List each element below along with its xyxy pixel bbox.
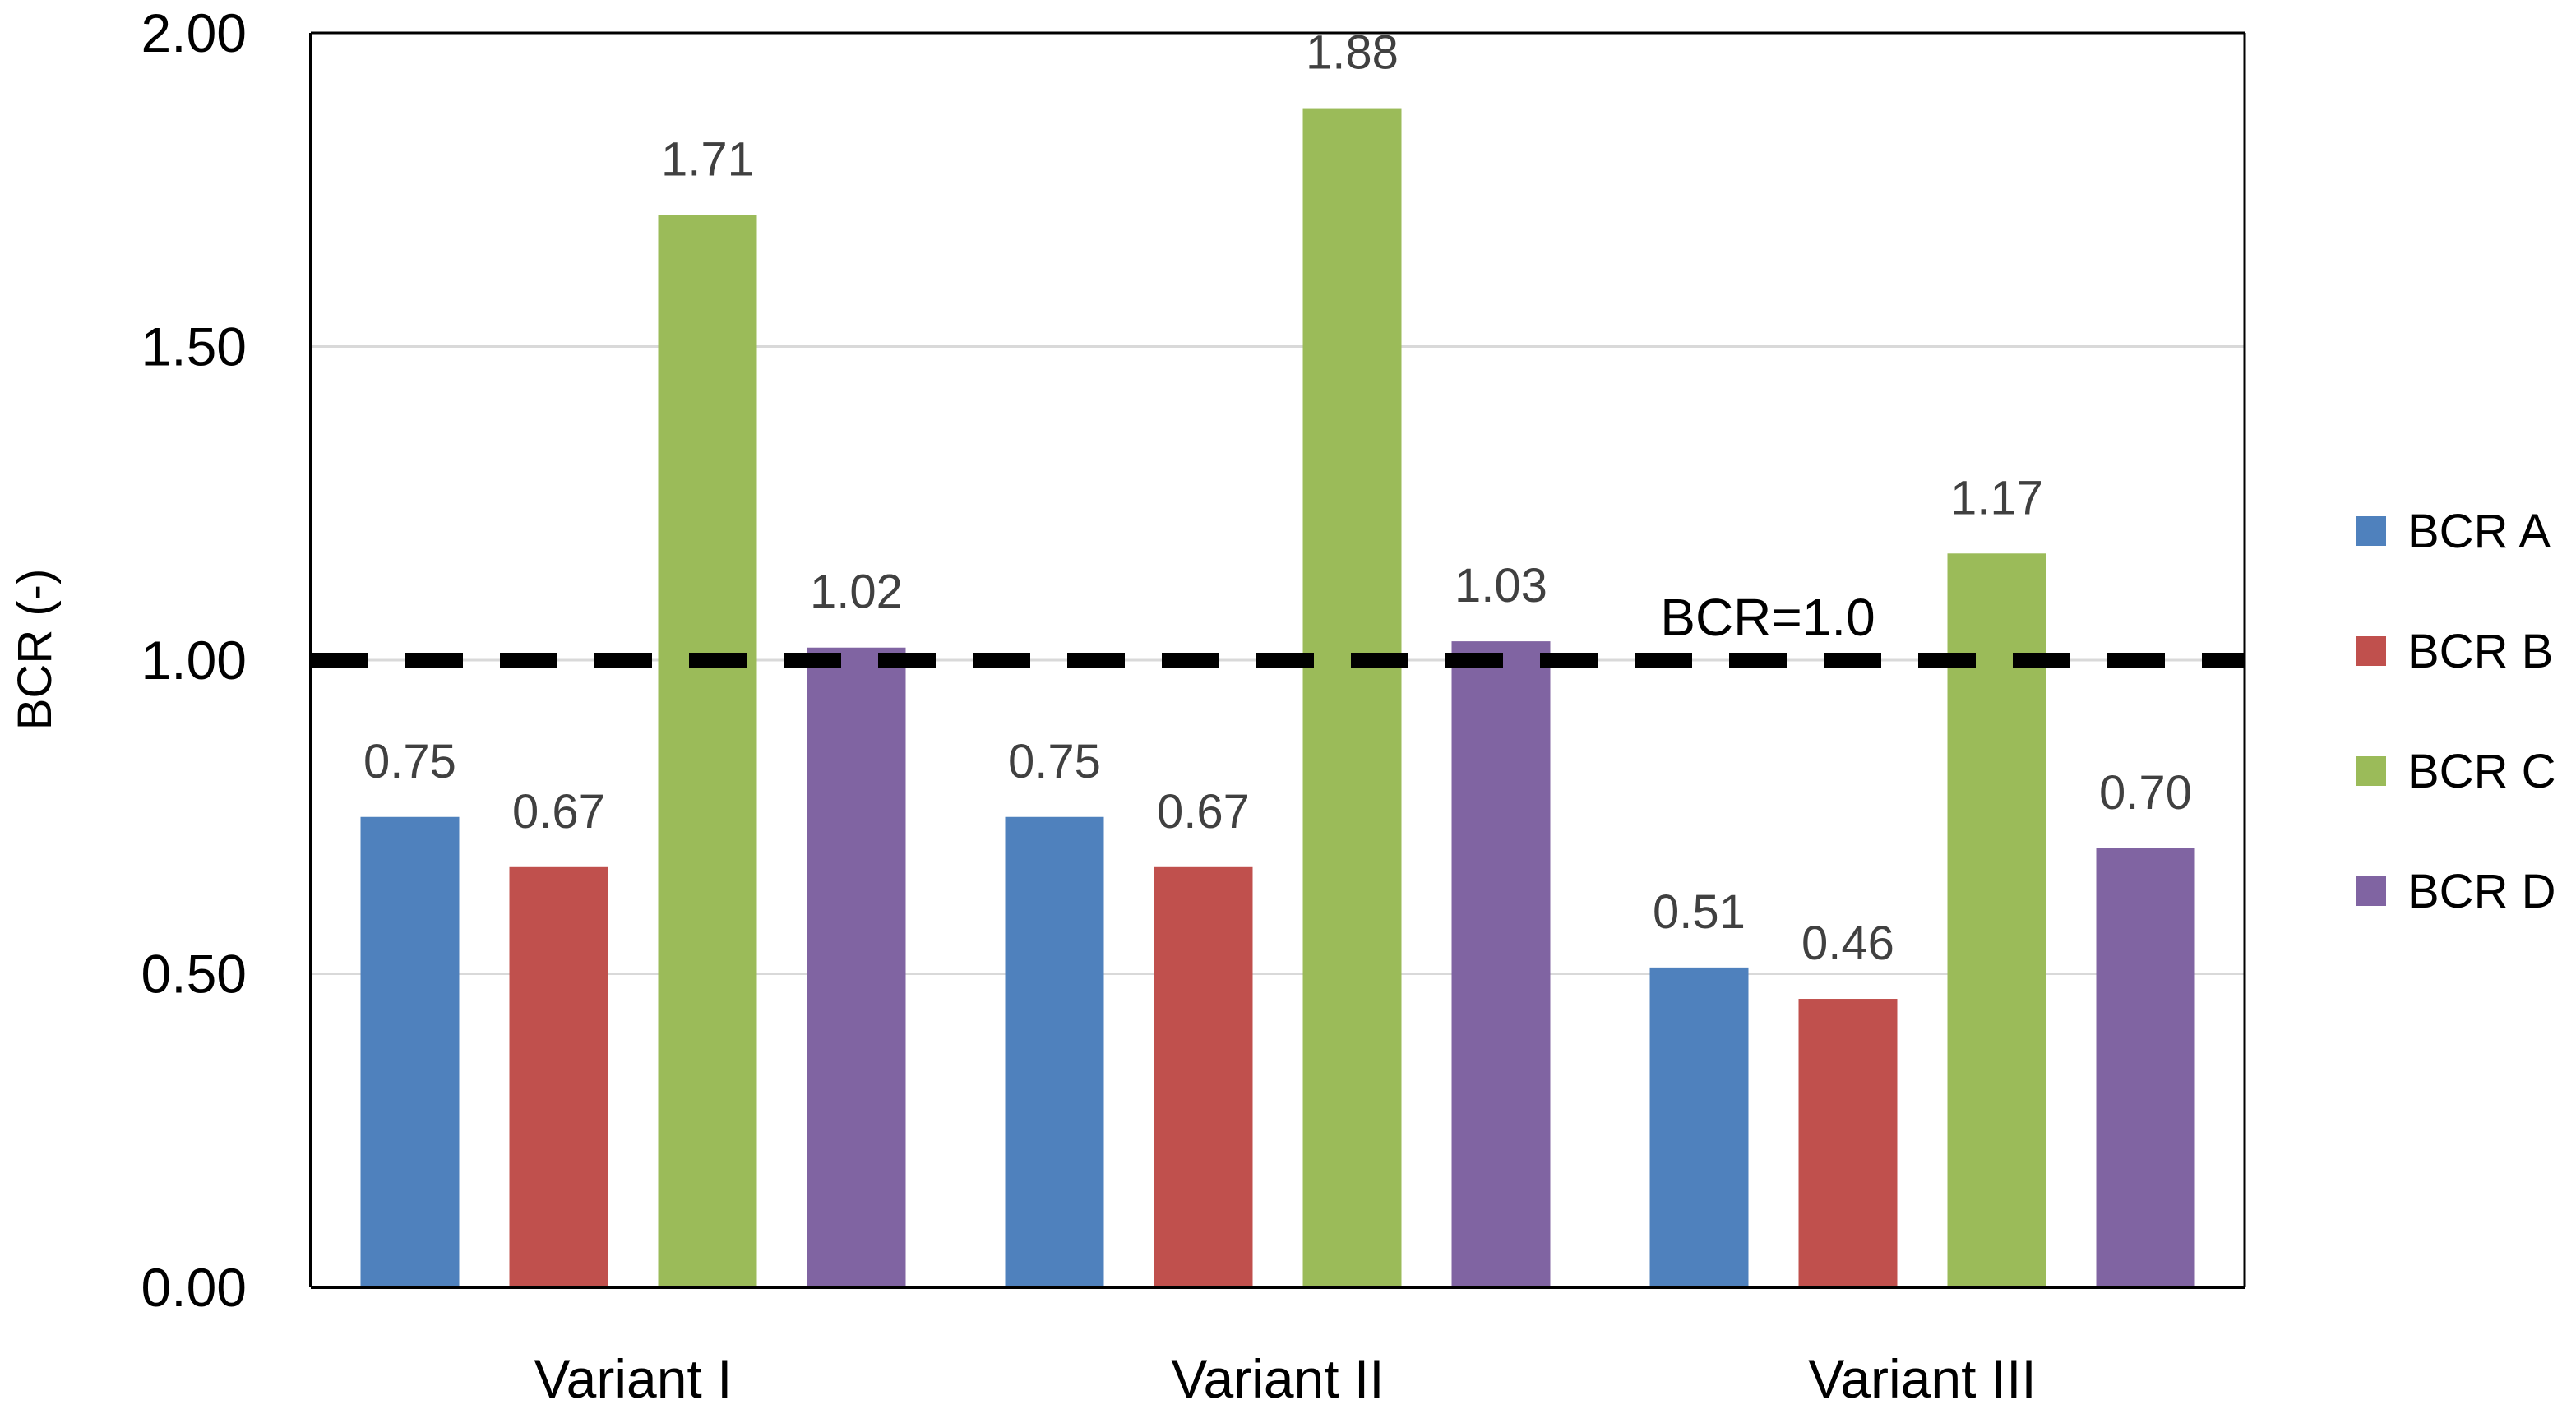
reference-line-group: BCR=1.0 bbox=[311, 588, 2245, 668]
bar-bcr-a-3 bbox=[1649, 967, 1749, 1287]
y-tick-label: 0.50 bbox=[141, 944, 247, 1005]
data-label: 1.88 bbox=[1306, 26, 1399, 80]
bar-bcr-d-3 bbox=[2096, 848, 2195, 1287]
data-label: 0.70 bbox=[2099, 766, 2192, 820]
data-label: 1.03 bbox=[1454, 559, 1547, 612]
reference-line-label: BCR=1.0 bbox=[1660, 588, 1875, 647]
bars bbox=[360, 108, 2195, 1287]
bar-bcr-c-3 bbox=[1947, 553, 2046, 1287]
bar-bcr-a-1 bbox=[360, 816, 460, 1287]
bar-bcr-b-2 bbox=[1154, 866, 1253, 1287]
legend-swatch bbox=[2356, 756, 2386, 786]
legend-label: BCR D bbox=[2407, 865, 2555, 918]
bar-bcr-a-2 bbox=[1005, 816, 1104, 1287]
bar-bcr-d-2 bbox=[1451, 641, 1551, 1287]
legend: BCR A BCR B BCR C BCR D bbox=[2356, 505, 2555, 918]
data-label: 0.67 bbox=[512, 785, 605, 839]
bar-bcr-b-1 bbox=[509, 866, 608, 1287]
data-label: 1.02 bbox=[810, 566, 903, 619]
bar-bcr-b-3 bbox=[1798, 999, 1898, 1287]
legend-label: BCR C bbox=[2407, 745, 2555, 798]
data-labels: 0.75 0.67 1.71 1.02 0.75 0.67 1.88 1.03 0.51 0.46… bbox=[363, 26, 2192, 970]
legend-label: BCR B bbox=[2407, 625, 2553, 678]
x-category-label: Variant II bbox=[1171, 1348, 1384, 1409]
y-tick-label: 0.00 bbox=[141, 1257, 247, 1318]
y-tick-label: 1.00 bbox=[141, 630, 247, 691]
x-category-label: Variant III bbox=[1808, 1348, 2037, 1409]
legend-label: BCR A bbox=[2407, 505, 2551, 558]
y-tick-label: 1.50 bbox=[141, 316, 247, 377]
data-label: 0.75 bbox=[1008, 735, 1101, 788]
y-tick-labels: 0.00 0.50 1.00 1.50 2.00 bbox=[141, 2, 247, 1318]
bar-bcr-c-1 bbox=[658, 215, 757, 1287]
data-label: 0.51 bbox=[1653, 885, 1746, 939]
axes bbox=[309, 31, 2246, 1289]
data-label: 0.46 bbox=[1801, 917, 1894, 970]
data-label: 0.75 bbox=[363, 735, 456, 788]
legend-swatch bbox=[2356, 516, 2386, 546]
bar-bcr-d-1 bbox=[807, 647, 906, 1287]
x-category-label: Variant I bbox=[534, 1348, 733, 1409]
data-label: 0.67 bbox=[1157, 785, 1250, 839]
legend-swatch bbox=[2356, 876, 2386, 906]
data-label: 1.17 bbox=[1950, 471, 2043, 524]
bar-bcr-c-2 bbox=[1302, 108, 1402, 1287]
y-tick-label: 2.00 bbox=[141, 2, 247, 63]
y-axis-label: BCR (-) bbox=[8, 569, 62, 731]
data-label: 1.71 bbox=[661, 132, 754, 186]
legend-swatch bbox=[2356, 636, 2386, 666]
x-category-labels: Variant I Variant II Variant III bbox=[534, 1348, 2037, 1409]
